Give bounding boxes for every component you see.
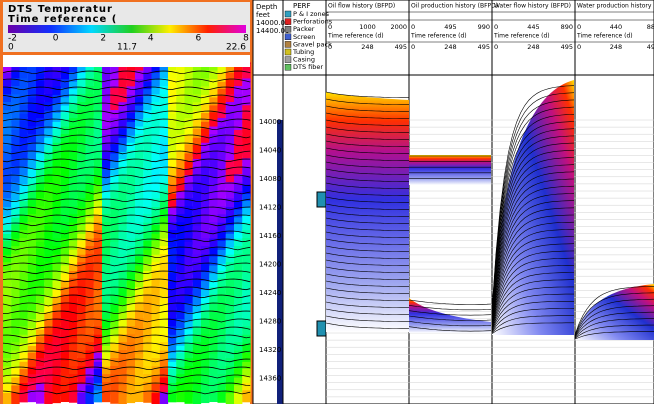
waterfall-cell: [110, 392, 118, 404]
value-tick-label: 0: [577, 23, 581, 31]
value-tick-label: 440: [610, 23, 622, 31]
time-label: Time reference (d): [410, 33, 467, 40]
time-tick-label: 0: [494, 43, 498, 51]
depth-label: 14000: [259, 118, 281, 126]
waterfall-cell: [185, 392, 193, 404]
depth-label: 14160: [259, 232, 281, 240]
depth-header: 14000.00: [256, 19, 289, 27]
value-tick-label: 890: [561, 23, 573, 31]
depth-header: 14400.00: [256, 27, 289, 35]
waterfall-cell: [143, 391, 151, 403]
track-title: Water production history (BFPD): [577, 3, 654, 10]
legend-title: PERF: [293, 2, 311, 10]
legend-swatch: [285, 41, 291, 47]
depth-label: 14120: [259, 204, 281, 212]
waterfall-cell: [152, 393, 160, 404]
value-tick-label: 445: [527, 23, 539, 31]
value-tick-label: 0: [494, 23, 498, 31]
flow-fill: [326, 92, 409, 332]
time-tick-label: 495: [561, 43, 573, 51]
time-tick-label: 248: [527, 43, 539, 51]
time-tick-label: 0: [411, 43, 415, 51]
value-tick-label: 0: [328, 23, 332, 31]
time-label: Time reference (d): [576, 33, 633, 40]
depth-label: 14080: [259, 175, 281, 183]
value-tick-label: 2000: [390, 23, 407, 31]
value-tick-label: 88: [647, 23, 654, 31]
scale-tick-label: 6: [196, 34, 202, 44]
legend-swatch: [285, 19, 291, 25]
time-tick-label: 0: [577, 43, 581, 51]
depth-header: feet: [256, 11, 270, 19]
legend-swatch: [285, 11, 291, 17]
value-tick-label: 990: [478, 23, 490, 31]
time-tick-label: 49: [647, 43, 654, 51]
waterfall-cell: [3, 393, 11, 404]
time-tick-label: 248: [361, 43, 373, 51]
depth-label: 14240: [259, 289, 281, 297]
legend-swatch: [285, 57, 291, 63]
flow-fill: [409, 155, 491, 185]
waterfall-cell: [119, 394, 127, 404]
value-tick-label: 495: [444, 23, 456, 31]
track-title: Oil flow history (BFPD): [328, 3, 395, 10]
waterfall-cell: [86, 392, 94, 404]
scale-tick-label: 0: [53, 34, 59, 44]
color-bar: [8, 25, 246, 33]
legend-item: DTS fiber: [293, 63, 323, 71]
value-tick-label: 1000: [359, 23, 376, 31]
track-title: Oil production history (BFPD): [411, 3, 498, 10]
legend-swatch: [285, 26, 291, 32]
time-tick-label: 0: [328, 43, 332, 51]
waterfall-cell: [226, 393, 234, 404]
scale-tick-label: 2: [100, 34, 106, 44]
depth-label: 14040: [259, 147, 281, 155]
zone-marker: [317, 192, 326, 207]
waterfall-cell: [11, 392, 19, 404]
waterfall-cell: [69, 391, 77, 403]
time-label: Time reference (d): [493, 33, 550, 40]
time-tick-label: 0: [8, 43, 14, 53]
waterfall-cell: [36, 392, 44, 404]
waterfall-top-cover: [3, 55, 250, 67]
waterfall-cell: [44, 394, 52, 404]
time-tick-label: 248: [610, 43, 622, 51]
time-tick-label: 248: [444, 43, 456, 51]
legend-swatch: [285, 49, 291, 55]
zone-marker: [317, 321, 326, 336]
waterfall-cell: [193, 393, 201, 404]
legend-swatch: [285, 34, 291, 40]
legend-swatch: [285, 64, 291, 70]
track-title: Water flow history (BFPD): [494, 3, 571, 10]
scale-tick-label: 4: [148, 34, 154, 44]
well-log-screen: DTS Temperatur Time reference ( -2024680…: [0, 0, 654, 404]
time-tick-label: 11.7: [117, 43, 137, 53]
time-tick-label: 22.6: [226, 43, 246, 53]
time-label: Time reference (d): [327, 33, 384, 40]
time-tick-label: 495: [478, 43, 490, 51]
depth-label: 14200: [259, 261, 281, 269]
waterfall-cell: [218, 391, 226, 403]
depth-label: 14320: [259, 346, 281, 354]
waterfall-cell: [77, 393, 85, 404]
time-tick-label: 495: [395, 43, 407, 51]
depth-header: Depth: [256, 3, 277, 11]
depth-label: 14360: [259, 375, 281, 383]
panel-subtitle: Time reference (: [8, 14, 117, 25]
depth-label: 14280: [259, 318, 281, 326]
value-tick-label: 0: [411, 23, 415, 31]
